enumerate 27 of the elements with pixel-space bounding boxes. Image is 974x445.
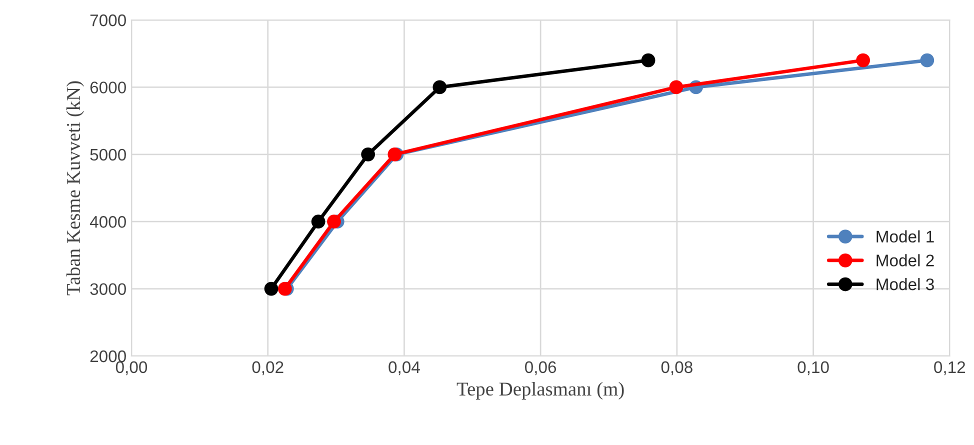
x-tick-label: 0,06 — [525, 361, 556, 376]
point — [920, 53, 934, 68]
point — [311, 214, 326, 229]
legend-label: Model 2 — [876, 254, 934, 266]
legend-label: Model 1 — [876, 230, 934, 243]
x-axis-title: Tepe Deplasmanı (m) — [456, 382, 624, 400]
y-tick-label: 6000 — [90, 82, 126, 94]
x-tick-label: 0,02 — [252, 361, 284, 376]
y-tick-label: 7000 — [90, 14, 126, 26]
point — [641, 53, 656, 68]
y-tick-label: 4000 — [90, 216, 126, 228]
y-axis-title: Taban Kesme Kuvveti (kN) — [66, 81, 84, 296]
point — [669, 80, 684, 94]
point — [327, 214, 341, 229]
x-tick-label: 0,12 — [934, 361, 966, 376]
x-tick-label: 0,08 — [661, 361, 692, 376]
point — [856, 53, 870, 68]
y-tick-label: 5000 — [90, 148, 126, 161]
point — [361, 147, 376, 162]
legend-label: Model 3 — [876, 278, 934, 290]
y-tick-label: 3000 — [90, 283, 126, 296]
y-tick-label: 2000 — [90, 350, 126, 362]
point — [264, 282, 278, 296]
x-tick-label: 0,10 — [798, 361, 829, 376]
x-tick-label: 0,04 — [388, 361, 420, 376]
point — [432, 80, 447, 94]
x-tick-label: 0,00 — [116, 361, 148, 376]
